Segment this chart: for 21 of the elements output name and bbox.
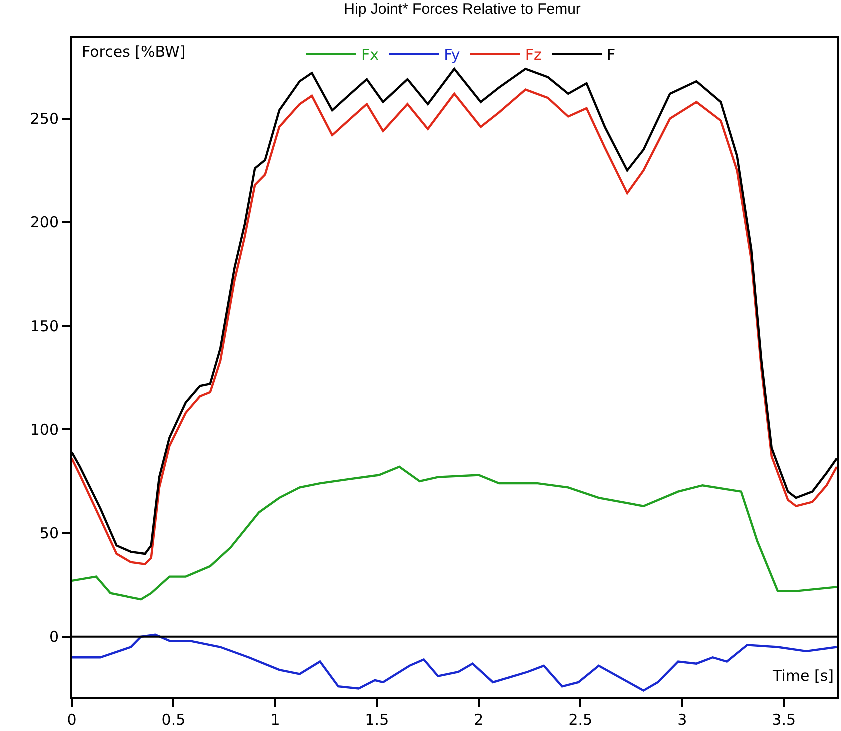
- x-tick-label: 1: [270, 711, 280, 729]
- x-tick-label: 3: [678, 711, 688, 729]
- legend-label: F: [607, 46, 616, 64]
- x-tick-label: 0: [67, 711, 77, 729]
- y-tick-label: 0: [49, 628, 59, 646]
- legend-label: Fz: [525, 46, 542, 64]
- x-tick-label: 0.5: [162, 711, 186, 729]
- x-tick-label: 3.5: [772, 711, 796, 729]
- x-tick-label: 2.5: [568, 711, 593, 729]
- y-tick-label: 150: [30, 317, 59, 336]
- x-axis-title: Time [s]: [772, 667, 834, 685]
- chart-title: Hip Joint* Forces Relative to Femur: [344, 1, 581, 18]
- y-tick-label: 50: [40, 524, 59, 543]
- x-tick-label: 1.5: [365, 711, 390, 729]
- legend-label: Fx: [362, 46, 380, 64]
- y-axis-title: Forces [%BW]: [82, 43, 186, 61]
- y-tick-label: 200: [30, 214, 59, 232]
- y-tick-label: 100: [30, 420, 59, 439]
- legend-label: Fy: [444, 46, 460, 64]
- x-tick-label: 2: [474, 711, 484, 729]
- y-tick-label: 250: [30, 110, 59, 128]
